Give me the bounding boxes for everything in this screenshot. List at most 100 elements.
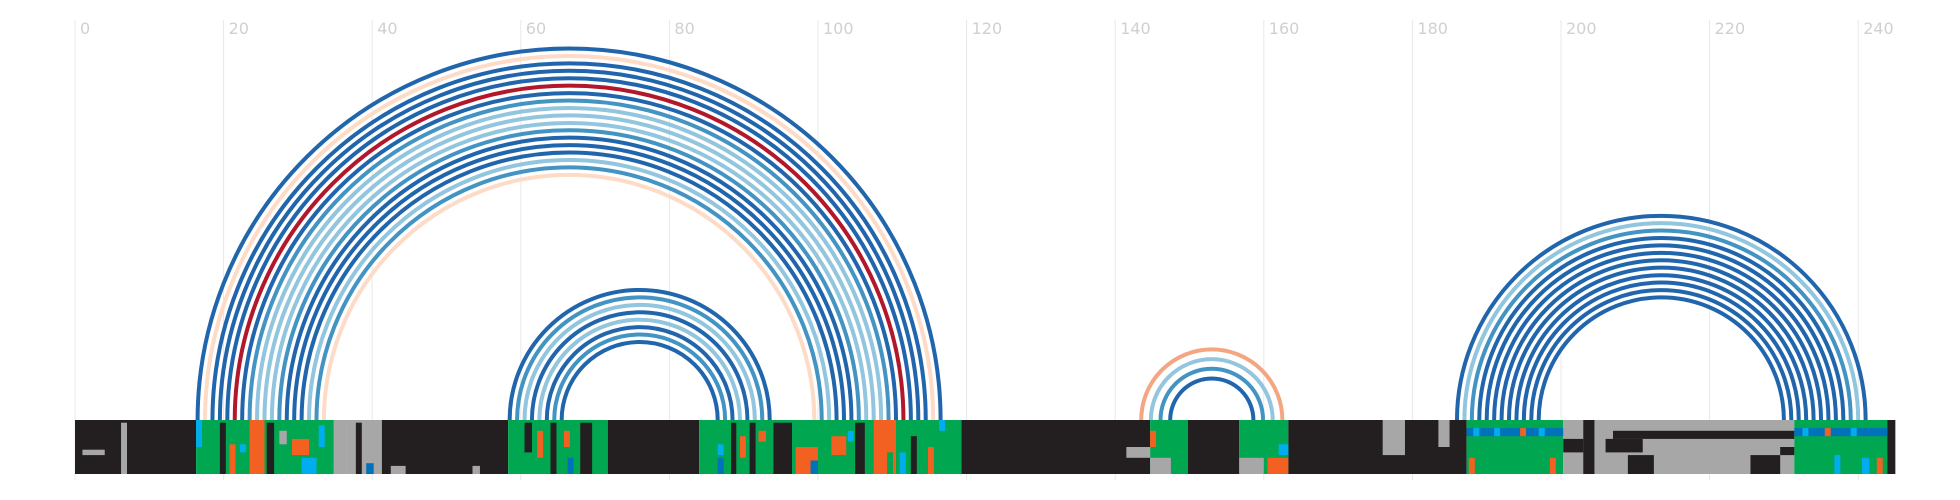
arc: [1521, 280, 1801, 421]
track-patch: [717, 444, 724, 456]
arc: [277, 128, 861, 421]
arc: [537, 317, 742, 421]
track-patch: [855, 422, 865, 474]
track-patch: [355, 422, 362, 474]
track-patch: [266, 422, 275, 474]
track-patch: [1494, 428, 1501, 437]
arc: [292, 143, 847, 421]
arc: [1529, 288, 1794, 421]
track-patch: [301, 457, 317, 474]
arc: [247, 98, 891, 421]
arc: [1506, 265, 1816, 421]
track-patch: [1802, 428, 1809, 437]
track-patch: [1824, 428, 1831, 437]
arc: [314, 165, 824, 421]
tick-label: 120: [972, 19, 1003, 38]
arc: [1536, 295, 1786, 421]
track-patch: [239, 444, 246, 453]
track-patch: [1278, 444, 1289, 456]
tick-label: 60: [526, 19, 546, 38]
track-patch: [1126, 447, 1151, 458]
track-patch: [831, 436, 847, 456]
arc: [240, 91, 899, 421]
arc: [1499, 258, 1824, 421]
track-patch: [758, 430, 766, 442]
arc: [544, 325, 735, 421]
tick-label: 160: [1269, 19, 1300, 38]
track-patch: [1834, 455, 1841, 474]
track-segment: [1188, 420, 1240, 474]
arc: [217, 68, 921, 421]
track-patch: [121, 422, 128, 474]
track-segment: [508, 420, 608, 474]
tick-label: 140: [1120, 19, 1151, 38]
track-patch: [1267, 457, 1289, 474]
track-patch: [1794, 428, 1888, 437]
track-patch: [82, 449, 105, 456]
track-patch: [219, 422, 226, 474]
track-segment: [961, 420, 1151, 474]
track-patch: [537, 430, 544, 458]
track-patch: [1520, 428, 1527, 437]
tick-label: 40: [377, 19, 397, 38]
arc: [232, 83, 906, 421]
track-patch: [1549, 457, 1556, 474]
arc: [1514, 273, 1809, 421]
arc: [1454, 213, 1868, 421]
track-patch: [567, 457, 574, 474]
track-patch: [279, 430, 287, 445]
track-segment: [75, 420, 197, 474]
axis-ticks: 0 20 40 60 80 100 120 140 160 180 200 220 240: [80, 19, 1894, 38]
track-patch: [366, 463, 374, 474]
track-patch: [1382, 420, 1405, 456]
track-patch: [1613, 430, 1795, 439]
track-patch: [580, 422, 593, 474]
track-segment: [1288, 420, 1467, 474]
tick-label: 200: [1566, 19, 1597, 38]
arc: [255, 106, 884, 421]
arc: [522, 302, 757, 421]
track-patch: [810, 460, 818, 474]
arc: [262, 113, 876, 421]
track-patch: [196, 420, 203, 447]
track-patch: [1150, 457, 1171, 474]
arc: [1148, 357, 1275, 421]
track-patch: [1750, 455, 1781, 474]
tick-label: 220: [1715, 19, 1746, 38]
arc: [203, 53, 936, 421]
track-patch: [731, 422, 737, 474]
arc: [1158, 366, 1266, 421]
track-patch: [390, 465, 406, 474]
tick-label: 80: [674, 19, 694, 38]
track-patch: [1627, 455, 1654, 474]
track-segment: [1887, 420, 1896, 474]
arc: [1492, 250, 1831, 421]
sequence-track: [75, 420, 1896, 474]
arc: [515, 295, 765, 421]
arc: [1462, 221, 1861, 421]
track-segment: [381, 420, 509, 474]
track-patch: [472, 465, 480, 474]
track-patch: [1563, 438, 1584, 453]
arc: [321, 172, 817, 421]
arc: [225, 76, 913, 421]
track-patch: [1239, 457, 1264, 474]
track-patch: [1876, 457, 1883, 474]
arcs: [195, 46, 1868, 421]
track-patch: [1438, 420, 1450, 447]
arc: [284, 135, 854, 421]
track-patch: [910, 436, 917, 474]
track-segment: [346, 420, 382, 474]
track-patch: [229, 444, 236, 474]
track-patch: [563, 430, 570, 447]
track-patch: [717, 457, 724, 474]
track-patch: [739, 436, 746, 458]
track-patch: [550, 422, 557, 474]
arc: [1477, 236, 1846, 421]
tick-label: 180: [1417, 19, 1448, 38]
tick-label: 20: [229, 19, 249, 38]
arc: [307, 158, 832, 421]
track-patch: [1850, 428, 1857, 437]
track-patch: [847, 430, 854, 442]
arc: [559, 339, 720, 421]
